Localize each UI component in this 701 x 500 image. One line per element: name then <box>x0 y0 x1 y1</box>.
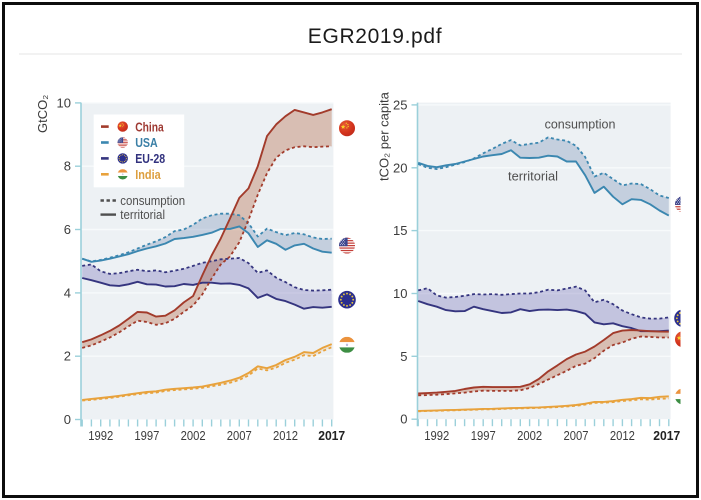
svg-text:2012: 2012 <box>273 428 298 443</box>
svg-text:territorial: territorial <box>120 207 165 222</box>
svg-text:2017: 2017 <box>318 428 345 443</box>
svg-text:2007: 2007 <box>564 428 589 443</box>
svg-text:2: 2 <box>64 349 71 364</box>
svg-text:10: 10 <box>57 95 71 110</box>
svg-text:20: 20 <box>393 160 407 175</box>
svg-text:25: 25 <box>393 97 407 112</box>
svg-text:EU-28: EU-28 <box>135 151 165 166</box>
svg-text:4: 4 <box>64 285 71 300</box>
svg-text:0: 0 <box>64 412 71 427</box>
svg-text:2002: 2002 <box>181 428 206 443</box>
svg-text:1997: 1997 <box>134 428 159 443</box>
svg-text:China: China <box>135 119 164 134</box>
svg-text:1992: 1992 <box>424 428 449 443</box>
svg-text:2007: 2007 <box>227 428 252 443</box>
svg-text:5: 5 <box>400 349 407 364</box>
svg-text:2012: 2012 <box>610 428 635 443</box>
svg-text:tCO₂ per capita: tCO₂ per capita <box>377 91 392 181</box>
svg-text:consumption: consumption <box>120 193 185 208</box>
svg-text:territorial: territorial <box>508 169 558 184</box>
svg-text:2017: 2017 <box>653 428 680 443</box>
svg-text:6: 6 <box>64 222 71 237</box>
svg-text:GtCO₂: GtCO₂ <box>35 95 50 133</box>
svg-text:2002: 2002 <box>517 428 542 443</box>
svg-text:8: 8 <box>64 159 71 174</box>
svg-text:0: 0 <box>400 412 407 427</box>
svg-text:India: India <box>135 167 161 182</box>
svg-text:1992: 1992 <box>88 428 113 443</box>
svg-text:1997: 1997 <box>471 428 496 443</box>
svg-text:consumption: consumption <box>545 117 616 132</box>
svg-text:15: 15 <box>393 223 407 238</box>
svg-text:10: 10 <box>393 286 407 301</box>
svg-text:USA: USA <box>135 135 158 150</box>
